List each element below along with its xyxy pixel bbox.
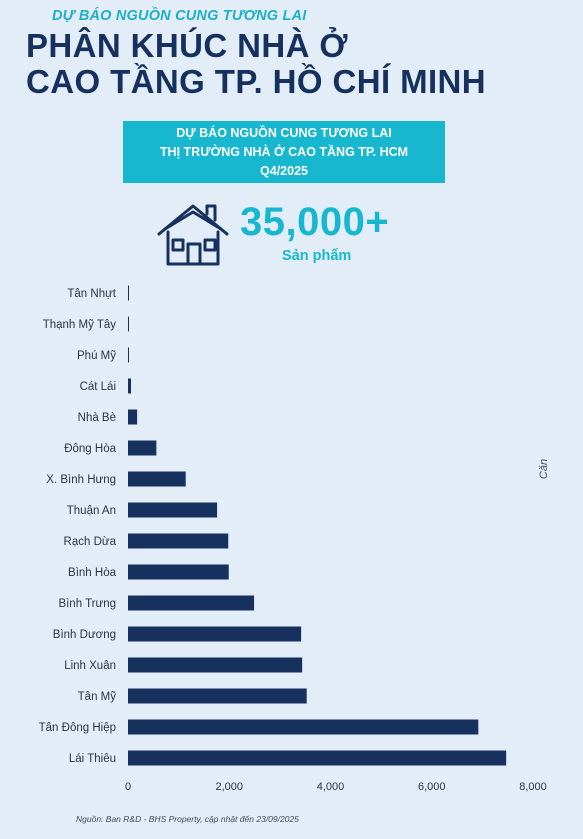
banner-line-3: Q4/2025 bbox=[260, 164, 308, 178]
category-label: Thuận An bbox=[67, 505, 116, 517]
category-label: Thạnh Mỹ Tây bbox=[43, 319, 117, 331]
bar bbox=[128, 409, 138, 425]
page-title: PHÂN KHÚC NHÀ Ở CAO TẦNG TP. HỒ CHÍ MINH bbox=[26, 28, 576, 100]
category-label: Nhà Bè bbox=[78, 412, 116, 424]
bar bbox=[128, 657, 303, 673]
bar bbox=[128, 316, 129, 332]
category-label: Đông Hòa bbox=[64, 443, 116, 455]
category-label: Linh Xuân bbox=[64, 660, 116, 672]
banner-line-2: THỊ TRƯỜNG NHÀ Ở CAO TẦNG TP. HCM bbox=[159, 145, 409, 159]
bar bbox=[128, 595, 255, 611]
category-label: Tân Nhựt bbox=[67, 288, 116, 300]
banner-line-1: DỰ BÁO NGUỒN CUNG TƯƠNG LAI bbox=[176, 126, 392, 140]
bar bbox=[128, 626, 302, 642]
category-label: Tân Mỹ bbox=[78, 691, 117, 703]
bar bbox=[128, 378, 132, 394]
category-label: Tân Đông Hiệp bbox=[39, 722, 116, 734]
category-label: X. Bình Hưng bbox=[46, 474, 116, 486]
supply-total: 35,000+ bbox=[240, 200, 390, 244]
x-tick-label: 0 bbox=[125, 781, 131, 793]
x-tick-label: 2,000 bbox=[215, 781, 243, 793]
category-label: Rạch Dừa bbox=[64, 536, 117, 548]
x-tick-label: 6,000 bbox=[418, 781, 446, 793]
supply-unit-label: Sản phẩm bbox=[282, 248, 352, 264]
bar bbox=[128, 564, 229, 580]
bar bbox=[128, 471, 186, 487]
category-label: Phú Mỹ bbox=[77, 350, 116, 362]
category-label: Bình Hòa bbox=[68, 567, 117, 579]
bar bbox=[128, 347, 129, 363]
source-note: Nguồn: Ban R&D - BHS Property, cập nhật … bbox=[76, 814, 299, 824]
category-label: Bình Dương bbox=[53, 629, 116, 641]
x-tick-label: 4,000 bbox=[317, 781, 345, 793]
title-line-2: CAO TẦNG TP. HỒ CHÍ MINH bbox=[26, 63, 486, 100]
bar bbox=[128, 688, 307, 704]
unit-label: Căn bbox=[538, 458, 551, 480]
house-icon bbox=[157, 204, 229, 266]
forecast-banner: DỰ BÁO NGUỒN CUNG TƯƠNG LAI THỊ TRƯỜNG N… bbox=[123, 121, 445, 183]
bar bbox=[128, 750, 507, 766]
subtitle: DỰ BÁO NGUỒN CUNG TƯƠNG LAI bbox=[52, 8, 307, 24]
bar bbox=[128, 719, 479, 735]
bar bbox=[128, 440, 157, 456]
category-label: Cát Lái bbox=[80, 381, 116, 393]
category-label: Lái Thiêu bbox=[69, 753, 116, 765]
supply-bar-chart: Tân Nhựt Thạnh Mỹ Tây Phú Mỹ Cát Lái Nhà Bè Đ… bbox=[39, 285, 547, 793]
x-tick-label: 8,000 bbox=[519, 781, 547, 793]
category-label: Bình Trưng bbox=[58, 598, 116, 610]
title-line-1: PHÂN KHÚC NHÀ Ở bbox=[26, 27, 348, 64]
bar bbox=[128, 502, 218, 518]
bar bbox=[128, 285, 129, 301]
bar bbox=[128, 533, 229, 549]
